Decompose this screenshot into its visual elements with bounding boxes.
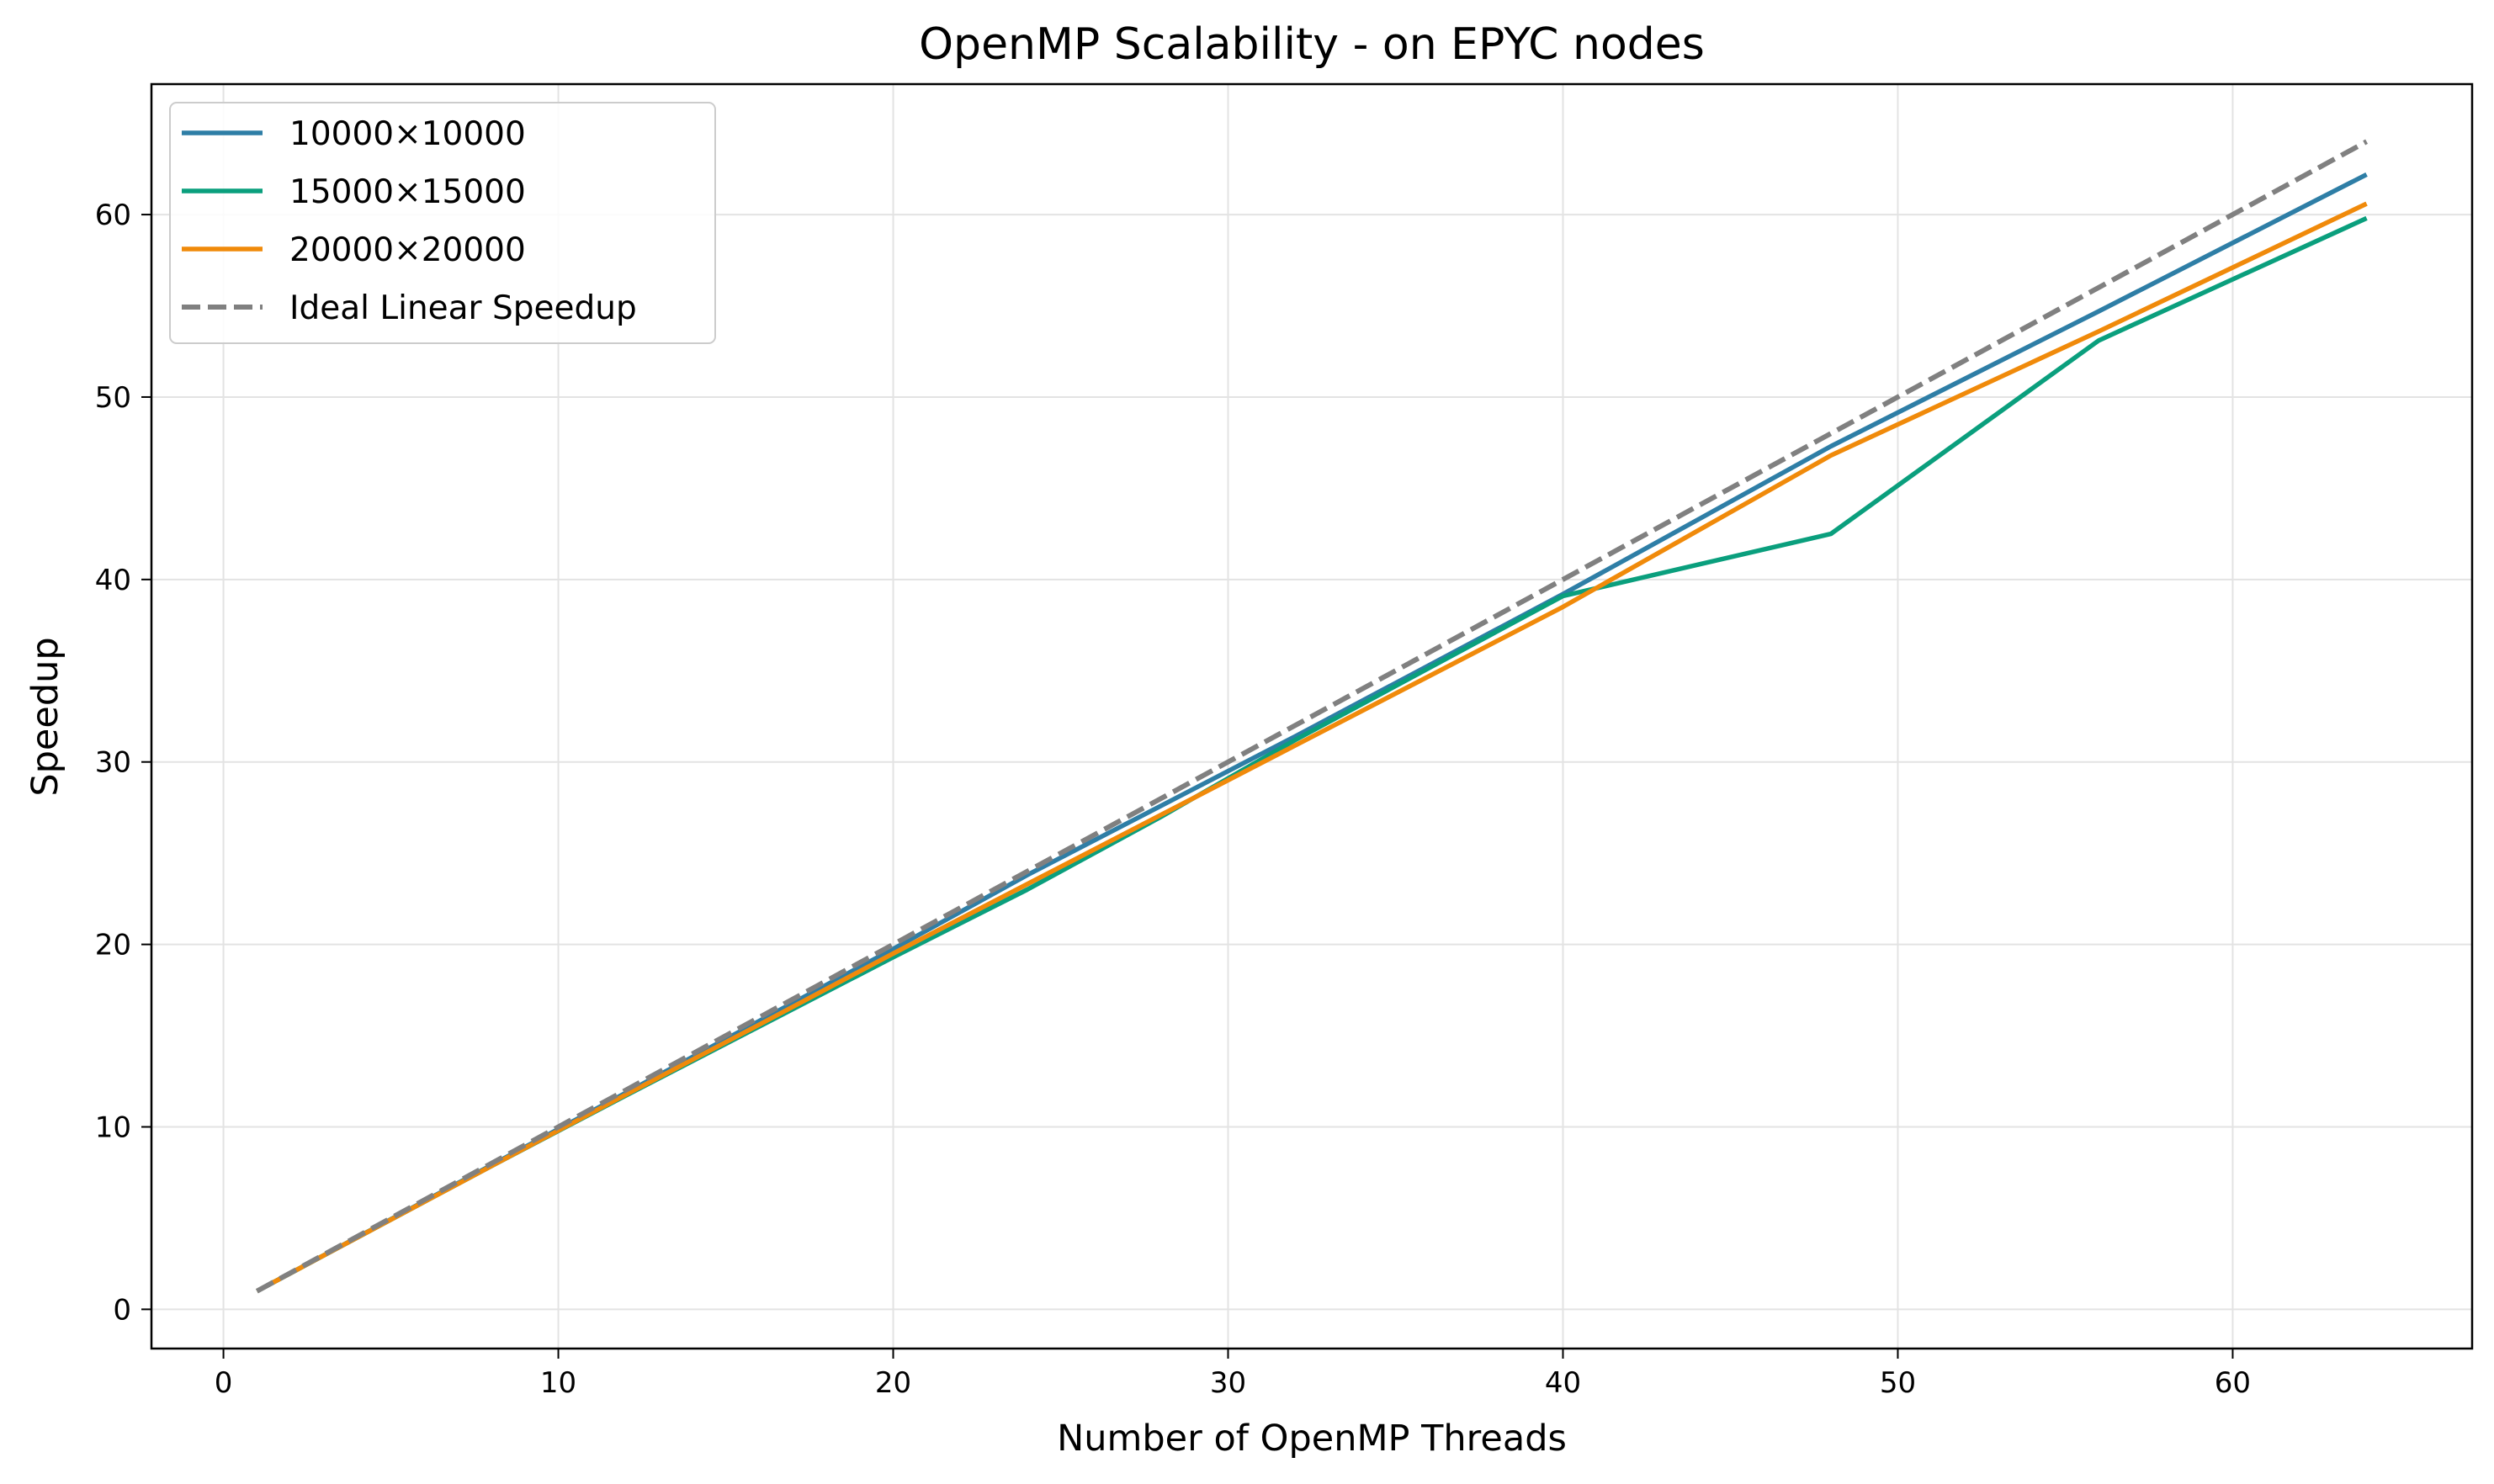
y-tick-label: 50: [95, 381, 131, 415]
grid: [151, 84, 2472, 1349]
y-tick-label: 20: [95, 929, 131, 962]
legend-box: [169, 102, 716, 344]
x-tick-label: 60: [2215, 1366, 2251, 1400]
plot-frame: [150, 82, 2474, 1350]
legend: 10000×10000 15000×15000 20000×20000 Ideal L…: [169, 102, 716, 344]
legend-label: 20000×20000: [289, 231, 526, 269]
x-tick-label: 40: [1545, 1366, 1581, 1400]
series-line-3: [255, 139, 2369, 1294]
x-tick-label: 30: [1210, 1366, 1246, 1400]
x-tick-label: 10: [540, 1366, 576, 1400]
y-tick-label: 30: [95, 746, 131, 780]
series-lines: [255, 139, 2369, 1294]
x-tick-label: 50: [1880, 1366, 1916, 1400]
axis-ticks: 0 10 20 30 40 50 60 0 10 20 30 40 50 60: [95, 199, 2251, 1400]
y-tick-label: 10: [95, 1110, 131, 1144]
y-tick-label: 40: [95, 564, 131, 597]
legend-label: 15000×15000: [289, 173, 526, 211]
legend-label: 10000×10000: [289, 115, 526, 153]
x-tick-label: 0: [215, 1366, 233, 1400]
chart-title: OpenMP Scalability - on EPYC nodes: [919, 19, 1705, 70]
y-axis-label: Speedup: [24, 637, 66, 796]
x-axis-label: Number of OpenMP Threads: [1057, 1418, 1567, 1460]
legend-label: Ideal Linear Speedup: [289, 289, 637, 327]
y-tick-label: 0: [113, 1293, 131, 1327]
x-tick-label: 20: [875, 1366, 911, 1400]
y-tick-label: 60: [95, 199, 131, 232]
